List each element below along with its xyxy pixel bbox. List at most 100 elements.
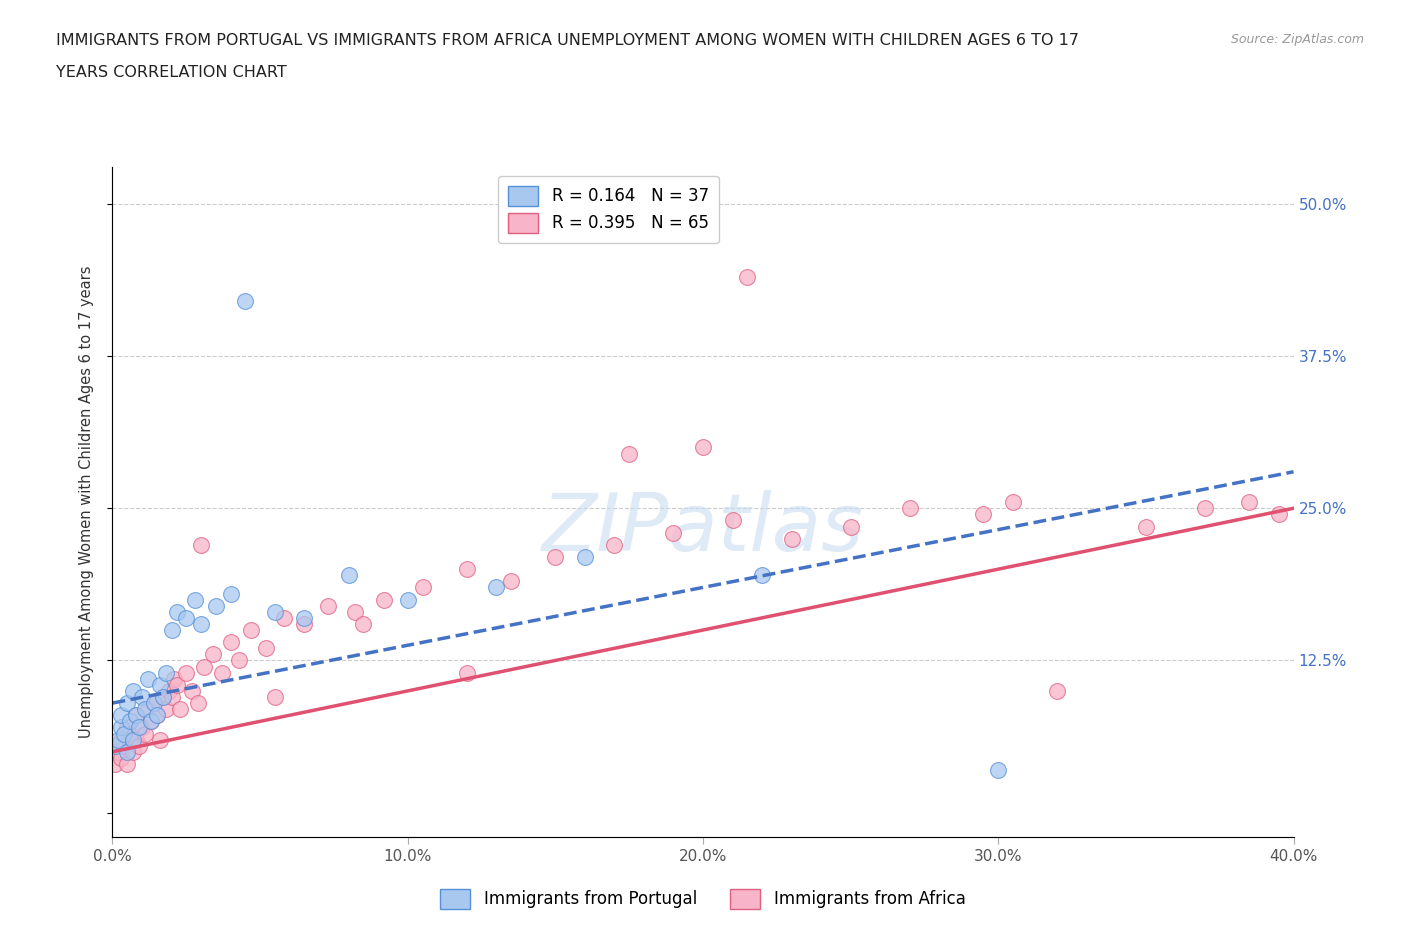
Legend: Immigrants from Portugal, Immigrants from Africa: Immigrants from Portugal, Immigrants fro… [434,882,972,916]
Point [136,702,159,717]
Point [152,689,174,704]
Point [160,622,183,637]
Point [149,677,172,692]
Point [146,708,169,723]
Point [122,732,145,747]
Point [201,647,224,662]
Point [155,702,177,717]
Point [411,580,433,595]
Point [184,592,207,607]
Point [501,574,523,589]
Point [166,604,188,619]
Point [1239,495,1261,510]
Point [110,720,132,735]
Point [193,659,215,674]
Point [131,720,153,735]
Point [112,726,135,741]
Point [352,617,374,631]
Point [117,744,138,759]
Point [110,732,132,747]
Point [136,671,159,686]
Point [1001,495,1024,510]
Point [662,525,685,540]
Point [125,732,148,747]
Point [316,598,339,613]
Point [692,440,714,455]
Point [166,677,188,692]
Point [134,702,156,717]
Point [264,689,287,704]
Point [292,610,315,625]
Point [240,622,263,637]
Point [125,708,148,723]
Point [898,501,921,516]
Point [174,665,197,680]
Point [205,598,228,613]
Point [987,763,1010,777]
Point [292,617,315,631]
Y-axis label: Unemployment Among Women with Children Ages 6 to 17 years: Unemployment Among Women with Children A… [79,266,94,738]
Point [110,751,132,765]
Point [973,507,995,522]
Point [273,610,295,625]
Point [228,653,250,668]
Point [142,696,165,711]
Point [107,744,129,759]
Point [574,550,596,565]
Point [122,744,145,759]
Point [152,689,174,704]
Point [131,689,153,704]
Point [120,726,142,741]
Point [751,568,773,583]
Point [128,738,150,753]
Point [120,714,142,729]
Point [219,635,242,650]
Point [721,513,744,528]
Point [254,641,277,656]
Point [343,604,366,619]
Point [139,714,162,729]
Point [485,580,508,595]
Text: Source: ZipAtlas.com: Source: ZipAtlas.com [1230,33,1364,46]
Point [125,708,148,723]
Text: IMMIGRANTS FROM PORTUGAL VS IMMIGRANTS FROM AFRICA UNEMPLOYMENT AMONG WOMEN WITH: IMMIGRANTS FROM PORTUGAL VS IMMIGRANTS F… [56,33,1080,47]
Point [780,531,803,546]
Point [456,665,478,680]
Point [544,550,567,565]
Point [1268,507,1291,522]
Point [155,665,177,680]
Point [104,756,127,771]
Point [169,702,191,717]
Point [122,684,145,698]
Point [1046,684,1069,698]
Point [128,720,150,735]
Point [187,696,209,711]
Point [157,684,180,698]
Point [110,708,132,723]
Point [190,617,212,631]
Point [373,592,395,607]
Point [160,689,183,704]
Point [174,610,197,625]
Point [396,592,419,607]
Point [146,708,169,723]
Point [603,538,626,552]
Point [233,294,256,309]
Point [839,519,862,534]
Point [264,604,287,619]
Point [190,538,212,552]
Text: YEARS CORRELATION CHART: YEARS CORRELATION CHART [56,65,287,80]
Point [456,562,478,577]
Point [142,696,165,711]
Point [117,756,138,771]
Point [112,738,135,753]
Text: ZIPatlas: ZIPatlas [541,490,865,568]
Point [211,665,233,680]
Point [149,732,172,747]
Point [139,714,162,729]
Point [163,671,186,686]
Point [619,446,641,461]
Point [117,720,138,735]
Point [219,586,242,601]
Point [737,270,759,285]
